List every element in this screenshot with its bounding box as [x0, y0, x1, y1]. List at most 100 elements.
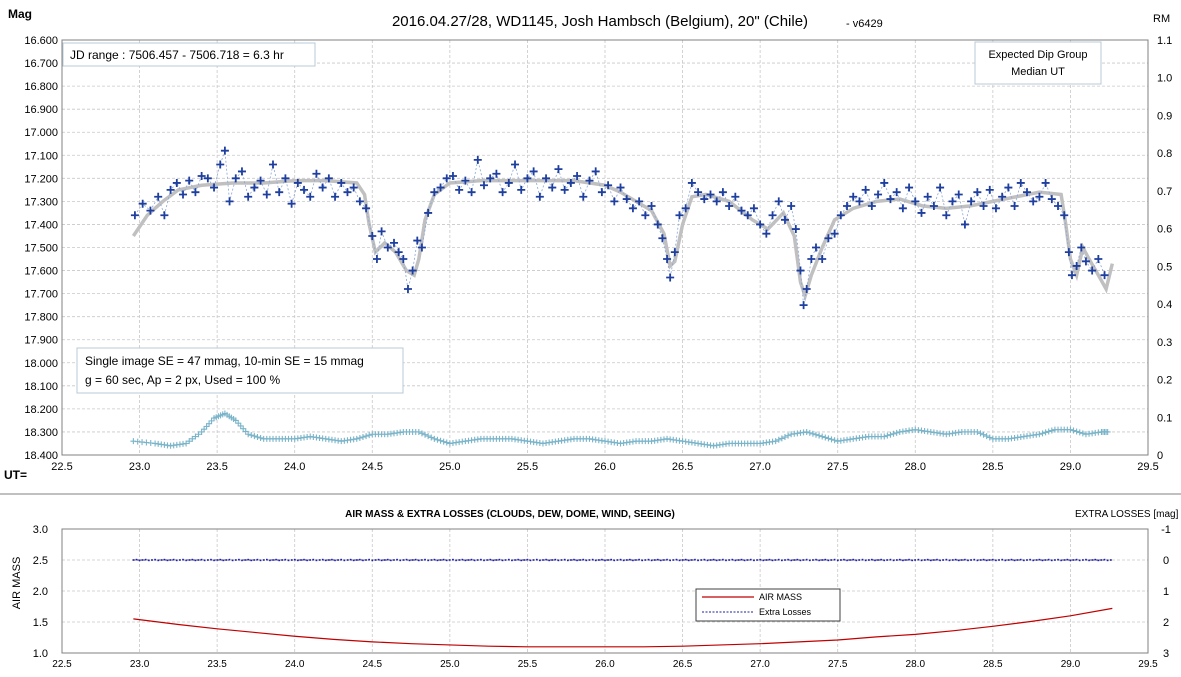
top-y-right-ticks: 0 0.1 0.2 0.3 0.4 0.5 0.6 0.7 0.8 0.9 1.0 1.1	[1157, 35, 1172, 462]
x-tick-label: 24.0	[285, 659, 305, 670]
magnitude-point	[216, 160, 225, 169]
magnitude-point	[560, 185, 569, 194]
extra-losses-point	[808, 559, 811, 562]
magnitude-point	[991, 204, 1000, 213]
reference-point	[356, 434, 363, 441]
magnitude-series	[130, 146, 1109, 310]
extra-losses-point	[222, 559, 225, 562]
trend-line	[131, 178, 1115, 302]
reference-point	[1070, 427, 1077, 434]
extra-losses-point	[787, 558, 789, 561]
extra-losses-point	[1019, 558, 1022, 561]
y-right-tick-label: 0.9	[1157, 110, 1172, 122]
extra-losses-point	[750, 558, 752, 561]
magnitude-point	[492, 169, 501, 178]
extra-losses-point	[306, 559, 308, 562]
magnitude-point	[1010, 202, 1019, 210]
reference-point	[183, 440, 190, 447]
extra-losses-point	[948, 559, 951, 562]
magnitude-point	[1081, 257, 1090, 266]
magnitude-point	[811, 243, 820, 252]
reference-point	[977, 430, 984, 437]
extra-losses-point	[945, 558, 948, 561]
extra-losses-point	[197, 559, 200, 561]
extra-losses-point	[355, 559, 358, 561]
extra-losses-point	[756, 559, 758, 561]
x-tick-label: 29.0	[1061, 659, 1081, 670]
x-tick-label: 24.5	[362, 461, 383, 473]
extra-losses-point	[849, 559, 851, 561]
x-tick-label: 29.5	[1137, 461, 1158, 473]
extra-losses-point	[793, 559, 796, 561]
extra-losses-point	[343, 559, 346, 562]
magnitude-point	[687, 178, 696, 187]
magnitude-point	[874, 190, 883, 199]
reference-point	[415, 428, 422, 435]
magnitude-point	[368, 231, 377, 240]
extra-losses-point	[411, 559, 414, 561]
extra-losses-point	[951, 559, 954, 561]
extra-losses-point	[647, 558, 650, 561]
extra-losses-point	[1044, 559, 1047, 561]
extra-losses-point	[200, 558, 203, 561]
extra-losses-point	[771, 559, 774, 562]
extra-losses-point	[132, 559, 135, 561]
magnitude-point	[635, 197, 644, 206]
magnitude-point	[1060, 211, 1069, 220]
y-tick-label: 1.0	[33, 648, 48, 660]
magnitude-point	[762, 229, 771, 238]
extra-losses-point	[768, 558, 771, 561]
reference-point	[245, 431, 252, 438]
extra-losses-point	[228, 558, 231, 561]
extra-losses-point	[638, 558, 640, 561]
extra-losses-point	[272, 559, 274, 561]
extra-losses-point	[321, 558, 324, 561]
extra-losses-point	[743, 559, 746, 562]
magnitude-point	[1100, 271, 1109, 280]
reference-point	[881, 433, 888, 440]
extra-losses-point	[368, 558, 370, 561]
magnitude-point	[191, 188, 200, 197]
extra-losses-point	[613, 559, 616, 562]
reference-point	[887, 431, 894, 438]
extra-losses-point	[914, 559, 917, 561]
extra-losses-point	[498, 558, 501, 561]
x-tick-label: 25.0	[439, 461, 460, 473]
y-tick-label: 17.600	[24, 266, 58, 278]
magnitude-point	[892, 188, 901, 197]
magnitude-point	[597, 188, 606, 197]
reference-point	[974, 428, 981, 435]
extra-losses-point	[374, 559, 377, 561]
extra-losses-point	[774, 559, 777, 561]
x-tick-label: 28.5	[982, 461, 1003, 473]
extra-losses-point	[995, 559, 997, 562]
reference-point	[884, 432, 891, 439]
x-tick-label: 29.5	[1138, 659, 1158, 670]
extra-losses-point	[926, 558, 929, 561]
magnitude-point	[830, 229, 839, 238]
magnitude-point	[843, 202, 852, 210]
y-right-tick-label: 0.5	[1157, 261, 1172, 273]
extra-losses-point	[672, 559, 675, 561]
reference-point	[778, 435, 785, 442]
extra-losses-point	[312, 558, 315, 561]
reference-point	[418, 430, 425, 437]
magnitude-point	[929, 202, 938, 210]
x-tick-label: 28.5	[983, 659, 1003, 670]
extra-losses-point	[883, 559, 886, 562]
chart-title: 2016.04.27/28, WD1145, Josh Hambsch (Bel…	[392, 13, 808, 30]
magnitude-point	[461, 176, 470, 185]
reference-point	[363, 433, 370, 440]
extra-losses-point	[594, 559, 597, 562]
extra-losses-point	[694, 558, 696, 561]
extra-losses-point	[433, 558, 436, 561]
extra-losses-point	[262, 559, 265, 561]
magnitude-point	[768, 211, 777, 220]
extra-losses-point	[337, 559, 339, 561]
magnitude-point	[467, 188, 476, 197]
extra-losses-point	[604, 559, 606, 562]
extra-losses-point	[523, 559, 526, 561]
y-right-tick-label: 0.1	[1157, 412, 1172, 424]
y-tick-label: 18.100	[24, 381, 58, 393]
